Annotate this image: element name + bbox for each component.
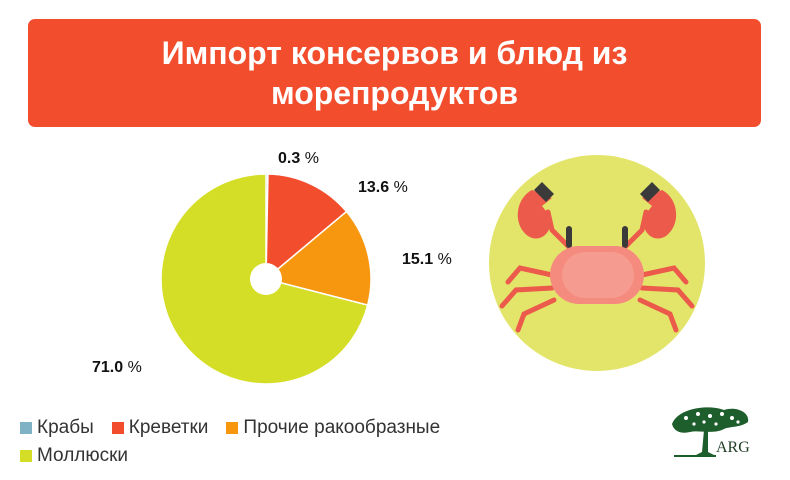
pie-slice-label: 71.0 % <box>92 359 142 376</box>
legend-label: Моллюски <box>37 445 129 466</box>
pie-slice-label: 15.1 % <box>402 251 452 268</box>
legend-item: Крабы <box>20 416 94 440</box>
tree-logo-icon <box>672 407 749 457</box>
pie-slice <box>265 173 348 281</box>
pie-slice-label: 13.6 % <box>358 179 408 196</box>
chart-legend: Крабы Креветки Прочие ракообразные Моллюски <box>20 416 580 468</box>
legend-label: Прочие ракообразные <box>243 417 441 438</box>
legend-label: Креветки <box>128 417 209 438</box>
logo-text: ARG <box>716 439 750 456</box>
legend-item: Креветки <box>111 416 209 440</box>
legend-swatch <box>20 450 32 462</box>
legend-swatch <box>111 422 124 434</box>
crab-illustration <box>480 150 720 380</box>
pie-slice <box>264 210 372 307</box>
title-banner: Импорт консервов и блюд из морепродуктов <box>28 19 761 127</box>
legend-swatch <box>226 422 239 434</box>
legend-item: Моллюски <box>20 444 128 468</box>
legend-label: Крабы <box>37 417 94 438</box>
legend-item: Прочие ракообразные <box>226 416 440 440</box>
crab-icon <box>489 155 705 371</box>
pie-center-hole <box>250 263 282 295</box>
legend-swatch <box>20 422 32 434</box>
pie-slice-label: 0.3 % <box>278 150 319 167</box>
chart-title: Импорт консервов и блюд из морепродуктов <box>161 35 628 111</box>
company-logo: ARG <box>668 402 752 462</box>
pie-chart: 0.3 % 13.6 % 15.1 % 71.0 % <box>92 150 452 385</box>
